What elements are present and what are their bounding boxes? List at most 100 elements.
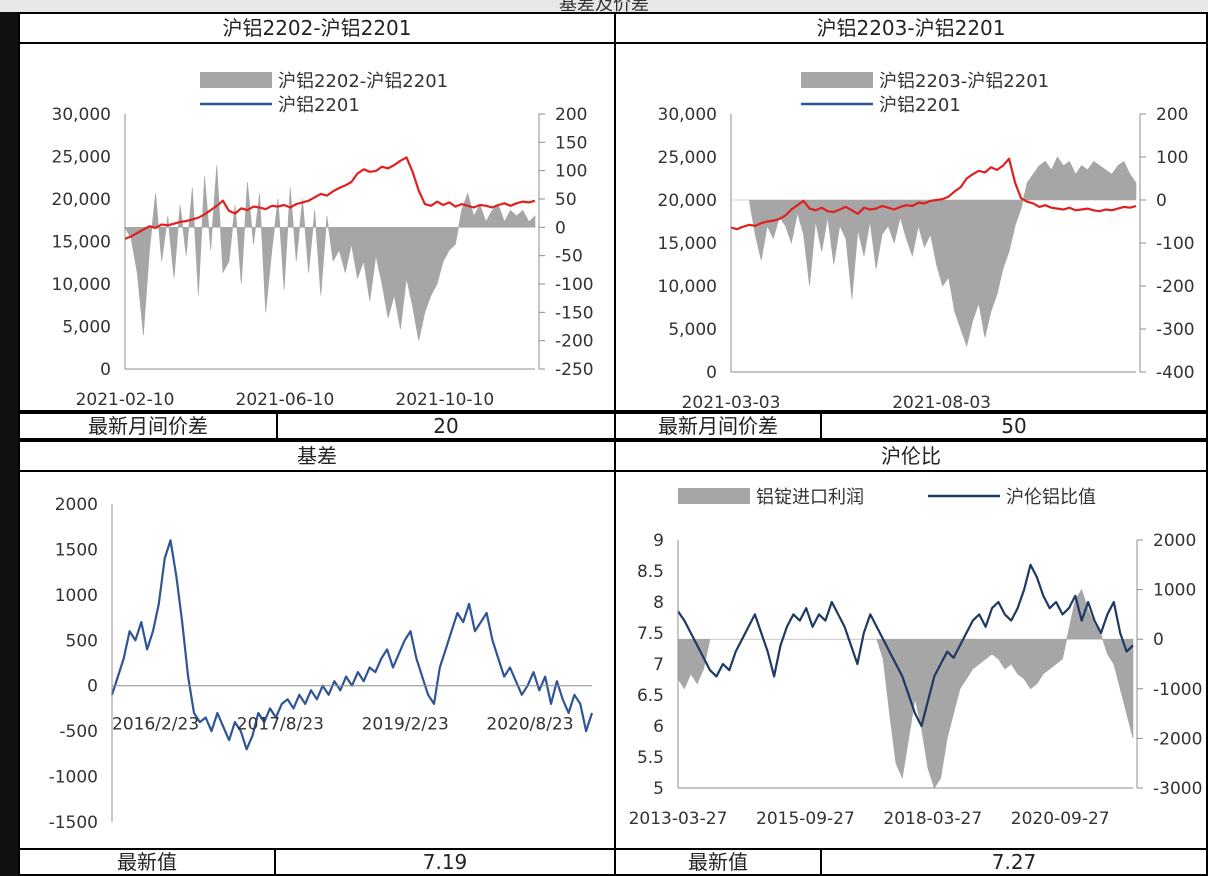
y-tick-label-right: 0: [1156, 191, 1167, 211]
y-tick-label-right: 200: [555, 105, 587, 125]
y-tick-label: 8: [653, 593, 664, 613]
y-tick-label: 1500: [55, 540, 98, 560]
x-tick-label: 2020-09-27: [1011, 809, 1110, 829]
y-tick-label-right: -50: [555, 247, 583, 267]
y-tick-label: 0: [100, 360, 111, 380]
y-tick-label: -500: [59, 722, 98, 742]
y-tick-label-right: -250: [555, 360, 594, 380]
legend-swatch: [200, 72, 272, 88]
footer-value: 50: [1001, 414, 1027, 438]
y-tick-label: 8.5: [637, 562, 664, 582]
footer-value: 7.19: [422, 850, 468, 874]
legend-swatch: [801, 72, 873, 88]
x-tick-label: 2013-03-27: [629, 809, 728, 829]
y-tick-label: 1000: [55, 586, 98, 606]
panel-title: 沪伦比: [616, 442, 1206, 472]
y-tick-label-right: -1000: [1153, 680, 1202, 700]
y-tick-label-right: -200: [555, 332, 594, 352]
y-tick-label-right: -400: [1156, 363, 1195, 383]
page-header: 基差及价差: [559, 0, 649, 14]
y-tick-label-right: 0: [1153, 630, 1164, 650]
footer-label: 最新值: [616, 850, 822, 874]
series-area-0: [731, 156, 1137, 348]
y-tick-label: 5.5: [637, 748, 664, 768]
series-line-1: [677, 563, 1134, 728]
y-tick-label: 0: [706, 363, 717, 383]
y-tick-label: 10,000: [658, 277, 717, 297]
y-tick-label: 0: [87, 677, 98, 697]
footer-label: 最新值: [20, 850, 276, 874]
y-tick-label: 25,000: [658, 148, 717, 168]
x-tick-label: 2021-08-03: [892, 393, 991, 412]
panel-title: 沪铝2203-沪铝2201: [616, 14, 1206, 44]
legend-swatch: [678, 488, 750, 504]
y-tick-label: -1500: [49, 813, 98, 833]
panel-spread-2202: 沪铝2202-沪铝2201 30,000 25,000 20,000 15,000 10…: [18, 12, 616, 412]
panel-title: 基差: [20, 442, 614, 472]
y-tick-label-right: 0: [555, 218, 566, 238]
y-tick-label-right: 200: [1156, 105, 1188, 125]
chart-basis: 2000 1500 1000 500 0 -500 -1000 -1500 2016/2/23 2…: [49, 495, 594, 833]
y-tick-label: 7: [653, 655, 664, 675]
y-tick-label-right: 100: [555, 162, 587, 182]
y-tick-label-right: -300: [1156, 320, 1195, 340]
footer-spread-2202: 最新月间价差 20: [18, 412, 616, 440]
x-tick-label: 2020/8/23: [486, 715, 573, 735]
legend-label: 沪伦铝比值: [1006, 487, 1096, 508]
series-line-1: [730, 157, 1137, 231]
y-tick-label: 20,000: [658, 191, 717, 211]
y-tick-label: 5: [653, 779, 664, 799]
y-tick-label: 15,000: [658, 234, 717, 254]
x-tick-label: 2021-10-10: [395, 390, 494, 410]
y-tick-label-right: 100: [1156, 148, 1188, 168]
footer-spread-2203: 最新月间价差 50: [614, 412, 1208, 440]
x-tick-label: 2017/8/23: [237, 715, 324, 735]
y-tick-label-right: 2000: [1153, 531, 1196, 551]
chart-spread-2203: 30,000 25,000 20,000 15,000 10,000 5,000 0 200 1…: [658, 71, 1195, 412]
chart-shfe-lme-ratio: 9 8.5 8 7.5 7 6.5 6 5.5 5 2000 1000 0 -1000 -2000 -300…: [629, 487, 1203, 829]
y-tick-label: 2000: [55, 495, 98, 515]
x-tick-label: 2018-03-27: [883, 809, 982, 829]
y-tick-label: 5,000: [668, 320, 717, 340]
y-tick-label-right: -150: [555, 303, 594, 323]
legend-label: 铝锭进口利润: [756, 487, 864, 508]
y-tick-label-right: -3000: [1153, 779, 1202, 799]
panel-shfe-lme-ratio: 沪伦比 9 8.5 8 7.5 7 6.5 6 5.5 5 2000 1000 0 -1000 -2000…: [614, 440, 1208, 850]
y-tick-label-right: -200: [1156, 277, 1195, 297]
legend-label: 沪铝2201: [879, 95, 961, 116]
y-tick-label: 500: [66, 631, 98, 651]
footer-label: 最新月间价差: [20, 414, 278, 438]
legend-label: 沪铝2202-沪铝2201: [278, 71, 448, 92]
panel-basis: 基差 2000 1500 1000 500 0 -500 -1000 -1500 2016/2/…: [18, 440, 616, 850]
x-tick-label: 2016/2/23: [112, 715, 199, 735]
y-tick-label-right: -2000: [1153, 729, 1202, 749]
x-tick-label: 2021-03-03: [682, 393, 781, 412]
y-tick-label-right: -100: [555, 275, 594, 295]
series-area-0: [124, 164, 536, 341]
y-tick-label: 9: [653, 531, 664, 551]
panel-title: 沪铝2202-沪铝2201: [20, 14, 614, 44]
y-tick-label-right: 50: [555, 190, 577, 210]
x-tick-label: 2021-02-10: [76, 390, 175, 410]
y-tick-label: 20,000: [52, 190, 111, 210]
footer-label: 最新月间价差: [616, 414, 822, 438]
x-tick-label: 2019/2/23: [362, 715, 449, 735]
y-tick-label: 15,000: [52, 233, 111, 253]
legend-label: 沪铝2201: [278, 95, 360, 116]
y-tick-label: 25,000: [52, 148, 111, 168]
y-tick-label: -1000: [49, 768, 98, 788]
footer-value: 7.27: [991, 850, 1037, 874]
footer-basis: 最新值 7.19: [18, 848, 616, 876]
y-tick-label: 30,000: [52, 105, 111, 125]
panel-spread-2203: 沪铝2203-沪铝2201 30,000 25,000 20,000 15,000 10…: [614, 12, 1208, 412]
footer-value: 20: [433, 414, 459, 438]
chart-spread-2202: 30,000 25,000 20,000 15,000 10,000 5,000 0 200 1…: [52, 71, 594, 410]
footer-shfe-lme-ratio: 最新值 7.27: [614, 848, 1208, 876]
y-tick-label-right: 1000: [1153, 581, 1196, 601]
y-tick-label: 30,000: [658, 105, 717, 125]
y-tick-label: 10,000: [52, 275, 111, 295]
left-border: [0, 12, 18, 876]
y-tick-label: 6.5: [637, 686, 664, 706]
y-tick-label: 6: [653, 717, 664, 737]
